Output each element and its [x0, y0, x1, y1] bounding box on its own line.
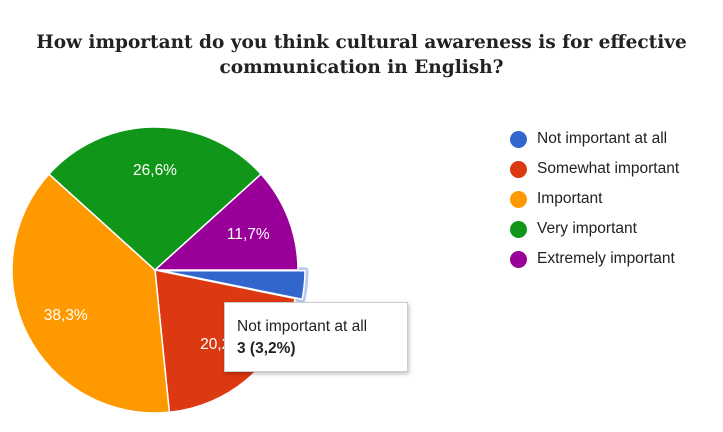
legend-item-somewhat-important[interactable]: Somewhat important — [510, 154, 679, 184]
legend-swatch — [510, 221, 527, 238]
pie-slice-label: 38,3% — [44, 307, 88, 324]
legend-item-not-important-at-all[interactable]: Not important at all — [510, 124, 679, 154]
legend-swatch — [510, 131, 527, 148]
tooltip-title: Not important at all — [237, 316, 407, 338]
slice-tooltip: Not important at all 3 (3,2%) — [224, 302, 408, 372]
legend-label: Somewhat important — [537, 160, 679, 178]
legend-label: Important — [537, 190, 602, 208]
legend-swatch — [510, 251, 527, 268]
tooltip-value: 3 (3,2%) — [237, 338, 407, 360]
legend: Not important at all Somewhat important … — [510, 124, 679, 274]
legend-item-important[interactable]: Important — [510, 184, 679, 214]
legend-label: Very important — [537, 220, 637, 238]
legend-item-very-important[interactable]: Very important — [510, 214, 679, 244]
legend-swatch — [510, 191, 527, 208]
legend-label: Extremely important — [537, 250, 675, 268]
legend-item-extremely-important[interactable]: Extremely important — [510, 244, 679, 274]
pie-slice-label: 11,7% — [227, 226, 270, 243]
legend-label: Not important at all — [537, 130, 667, 148]
legend-swatch — [510, 161, 527, 178]
pie-slice-label: 26,6% — [133, 162, 177, 179]
